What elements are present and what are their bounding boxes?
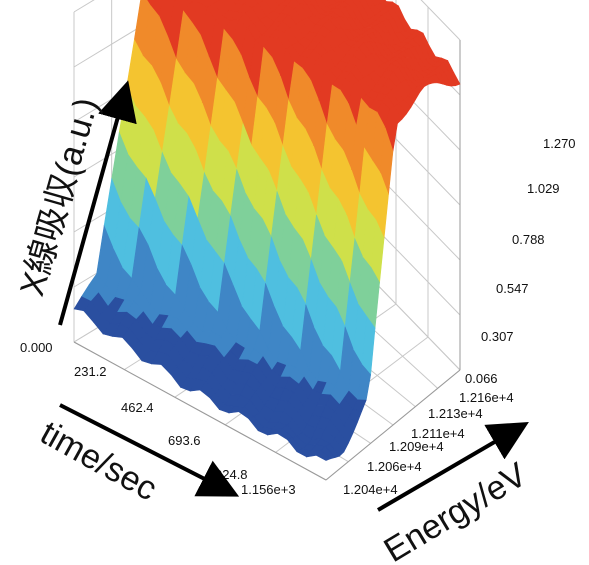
frame-line: [325, 369, 461, 481]
energy-tick-label: 1.204e+4: [343, 482, 398, 497]
time-tick-label: 462.4: [121, 400, 154, 415]
time-axis-label: time/sec: [34, 414, 163, 509]
time-tick-label: 1.156e+3: [241, 482, 296, 497]
energy-axis-arrow: [376, 421, 529, 512]
z-tick-label: 0.788: [512, 232, 545, 247]
z-axis-arrow: [58, 80, 137, 326]
energy-tick-labels: 1.204e+4 1.206e+4 1.209e+4 1.211e+4 1.21…: [343, 390, 514, 497]
frame-line: [73, 341, 327, 481]
energy-tick-label: 1.216e+4: [459, 390, 514, 405]
energy-tick-label: 1.213e+4: [428, 406, 483, 421]
z-origin-label: 0.000: [20, 340, 53, 355]
z-axis-label: X線吸収(a.u.): [13, 94, 106, 301]
surface-mesh: [73, 0, 461, 461]
energy-tick-label: 1.206e+4: [367, 459, 422, 474]
surface-cell: [315, 449, 332, 461]
z-tick-label: 0.307: [481, 329, 514, 344]
z-tick-label: 0.066: [465, 371, 498, 386]
grid-line: [420, 0, 461, 41]
time-tick-label: 924.8: [215, 467, 248, 482]
time-axis-arrow: [59, 403, 240, 497]
z-tick-labels: 0.066 0.307 0.547 0.788 1.029 1.270: [465, 136, 576, 386]
energy-tick-label: 1.209e+4: [389, 439, 444, 454]
time-tick-label: 693.6: [168, 433, 201, 448]
z-tick-label: 0.547: [496, 281, 529, 296]
time-tick-label: 231.2: [74, 364, 107, 379]
z-tick-label: 1.029: [527, 181, 560, 196]
energy-tick-label: 1.211e+4: [411, 426, 465, 441]
z-tick-label: 1.270: [543, 136, 576, 151]
grid-line: [73, 0, 186, 68]
